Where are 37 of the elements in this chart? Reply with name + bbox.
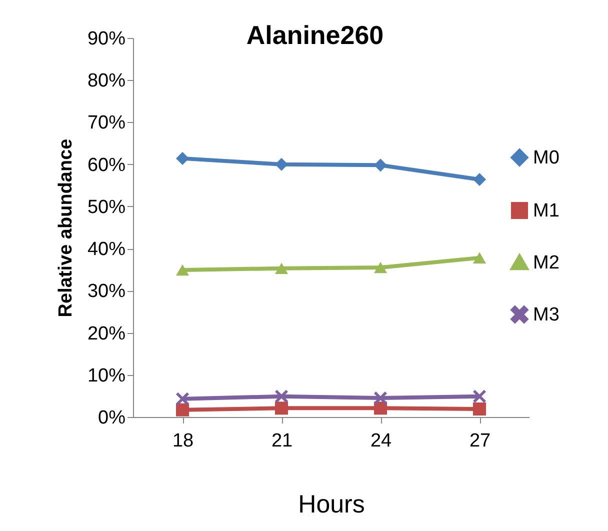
point — [374, 402, 388, 415]
x-tick-label: 18 — [172, 430, 194, 452]
y-axis-title: Relative abundance — [55, 138, 76, 318]
x-axis-title: Hours — [298, 490, 365, 518]
y-tick-label: 20% — [87, 323, 126, 344]
y-tick-label: 0% — [98, 408, 126, 428]
legend-label: M1 — [533, 200, 560, 222]
y-tick-label: 90% — [87, 28, 126, 50]
point — [472, 172, 486, 186]
y-tick-label: 80% — [87, 70, 126, 92]
chart-title: Alanine260 — [246, 20, 384, 50]
point — [374, 392, 388, 405]
point — [472, 402, 486, 416]
point — [472, 390, 486, 403]
x-tick-label: 21 — [271, 430, 293, 452]
legend-label: M0 — [533, 148, 560, 168]
point — [176, 264, 190, 276]
point — [374, 158, 388, 172]
x-tick-label: 24 — [370, 430, 392, 452]
point — [274, 402, 288, 415]
legend-label: M3 — [533, 304, 560, 326]
y-tick-label: 30% — [87, 281, 126, 302]
y-tick-label: 40% — [87, 239, 126, 260]
y-tick-label: 50% — [87, 196, 126, 218]
y-tick-label: 60% — [87, 154, 126, 176]
point — [274, 262, 288, 274]
point — [176, 392, 190, 406]
point — [176, 152, 190, 165]
point — [472, 252, 486, 264]
y-tick-label: 70% — [87, 112, 126, 134]
point — [374, 262, 388, 274]
point — [176, 403, 190, 416]
point — [274, 390, 288, 403]
x-tick-label: 27 — [469, 430, 491, 452]
legend-label: M2 — [533, 252, 560, 274]
point — [274, 158, 288, 171]
y-tick-label: 10% — [87, 365, 126, 386]
